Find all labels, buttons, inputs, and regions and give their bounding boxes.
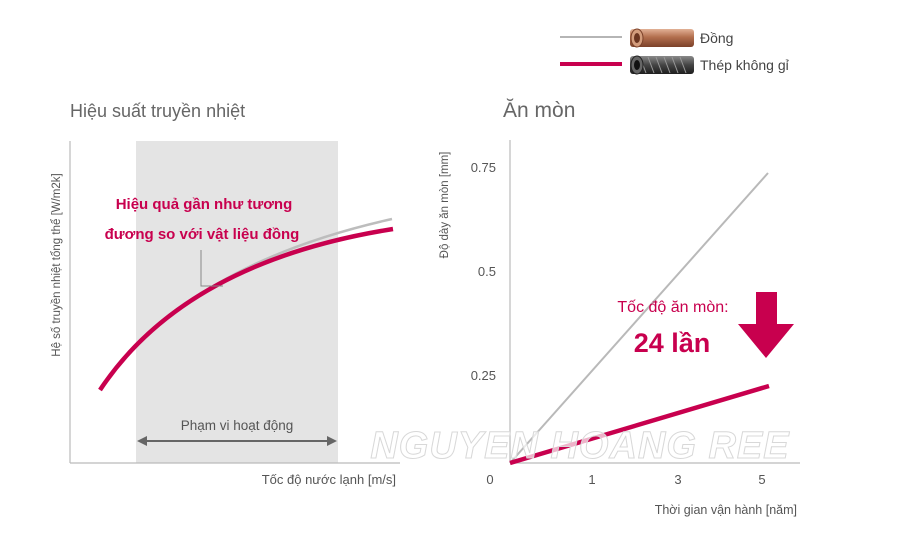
callout-leader <box>200 250 223 287</box>
chart-title: Hiệu suất truyền nhiệt <box>70 101 245 121</box>
copper-tube-icon <box>630 28 694 48</box>
x-tick-label: 5 <box>758 472 765 487</box>
range-label: Phạm vi hoạt động <box>181 418 294 433</box>
stainless-steel-tube-icon <box>630 55 694 75</box>
chart-corrosion: Ăn mòn Độ dày ăn mòn [mm] 0.75 0.5 0.25 … <box>439 99 800 517</box>
x-tick-label: 0 <box>486 472 493 487</box>
callout-line-1: Hiệu quả gần như tương <box>116 196 293 213</box>
x-axis-label: Thời gian vận hành [năm] <box>655 503 797 517</box>
legend-label-steel: Thép không gỉ <box>700 57 790 73</box>
watermark: NGUYEN HOANG REE <box>370 425 790 467</box>
chart-heat-transfer: Hiệu suất truyền nhiệt Hệ số truyền nhiệ… <box>51 101 400 487</box>
legend: Đồng Thép không gỉ <box>560 28 790 75</box>
chart-title: Ăn mòn <box>503 99 575 122</box>
callout-line-2: đương so với vật liệu đồng <box>105 226 300 243</box>
arrow-down-icon <box>738 292 794 358</box>
rate-value: 24 lần <box>634 328 711 358</box>
y-axis-label: Hệ số truyền nhiệt tổng thể [W/m2k] <box>51 173 63 356</box>
y-axis-label: Độ dày ăn mòn [mm] <box>439 152 451 259</box>
rate-label: Tốc độ ăn mòn: <box>617 299 728 316</box>
y-tick-label: 0.75 <box>471 160 496 175</box>
series-line-steel <box>509 383 770 466</box>
series-line-copper <box>509 172 769 464</box>
y-tick-label: 0.25 <box>471 368 496 383</box>
x-tick-label: 1 <box>588 472 595 487</box>
y-tick-label: 0.5 <box>478 264 496 279</box>
x-tick-label: 3 <box>674 472 681 487</box>
operating-range-band <box>136 141 338 463</box>
x-axis-label: Tốc độ nước lạnh [m/s] <box>262 472 396 487</box>
legend-label-copper: Đồng <box>700 30 733 46</box>
range-arrow <box>137 436 337 446</box>
